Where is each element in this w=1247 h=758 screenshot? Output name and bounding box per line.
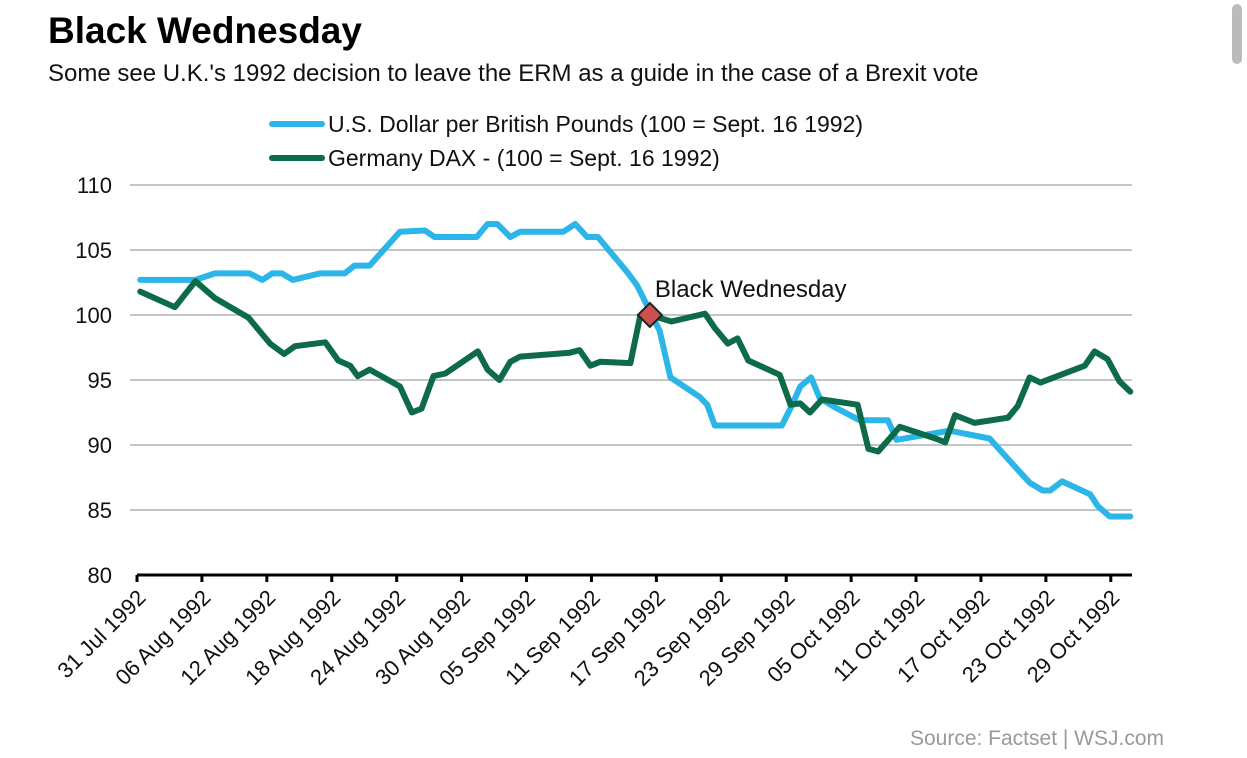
gridlines	[130, 184, 1132, 511]
legend-label: Germany DAX - (100 = Sept. 16 1992)	[328, 145, 720, 171]
scrollbar-thumb[interactable]	[1232, 4, 1242, 64]
chart-subtitle: Some see U.K.'s 1992 decision to leave t…	[48, 60, 979, 87]
series-line-usd-gbp	[137, 221, 1134, 520]
y-tick-label: 100	[75, 303, 112, 328]
series-line-dax	[137, 278, 1134, 455]
legend-label: U.S. Dollar per British Pounds (100 = Se…	[328, 111, 863, 137]
y-tick-label: 110	[77, 173, 112, 198]
y-tick-label: 95	[88, 368, 112, 393]
series-lines	[137, 221, 1134, 520]
scrollbar[interactable]	[1229, 0, 1247, 66]
black-wednesday-marker	[636, 301, 664, 329]
annotation-label: Black Wednesday	[655, 276, 847, 303]
annotations: Black Wednesday	[636, 276, 847, 329]
chart-title: Black Wednesday	[48, 10, 362, 51]
legend: U.S. Dollar per British Pounds (100 = Se…	[269, 111, 863, 171]
y-tick-label: 80	[88, 563, 112, 588]
y-axis-ticks: 80 85 90 95 100 105 110	[75, 173, 112, 588]
source-note: Source: Factset | WSJ.com	[909, 727, 1164, 750]
y-tick-label: 90	[88, 433, 112, 458]
y-tick-label: 85	[88, 498, 112, 523]
y-tick-label: 105	[75, 238, 112, 263]
